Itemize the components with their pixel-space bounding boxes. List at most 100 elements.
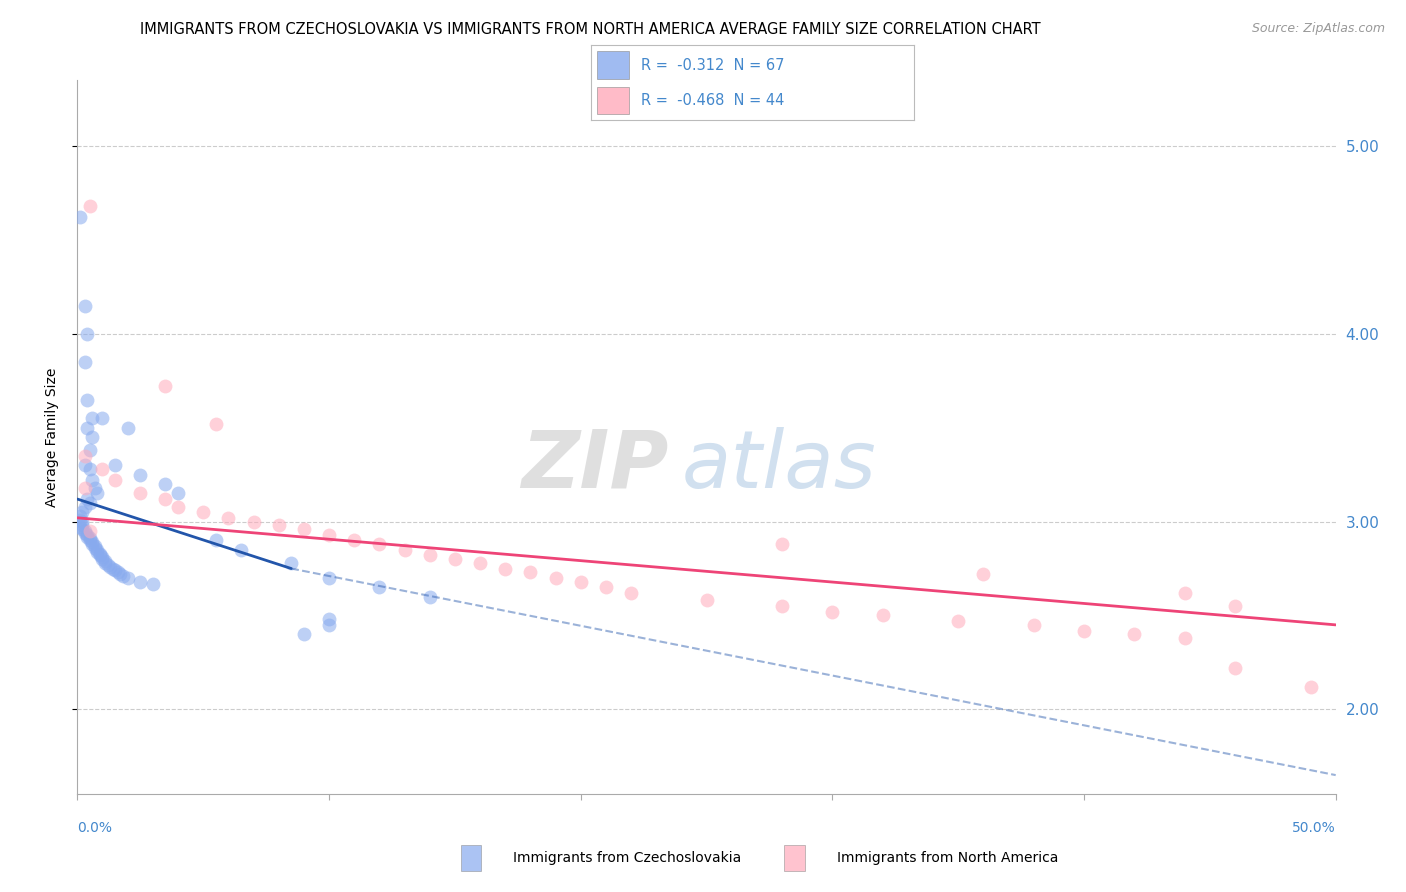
Point xyxy=(76,491,98,506)
FancyBboxPatch shape xyxy=(598,87,630,114)
Point xyxy=(519,566,541,580)
Point xyxy=(468,556,491,570)
Point xyxy=(94,554,117,568)
Point xyxy=(1123,627,1146,641)
Point xyxy=(620,586,643,600)
Point xyxy=(73,500,96,514)
Point xyxy=(280,556,302,570)
Point xyxy=(229,542,252,557)
Point xyxy=(129,467,152,482)
Point xyxy=(98,559,121,574)
Point xyxy=(419,590,441,604)
Point xyxy=(91,462,114,476)
Point xyxy=(76,392,98,407)
Point xyxy=(1174,586,1197,600)
Point xyxy=(79,532,101,546)
Point xyxy=(292,627,315,641)
Point xyxy=(76,326,98,341)
Point xyxy=(142,576,165,591)
Point xyxy=(117,420,139,434)
Text: R =  -0.312  N = 67: R = -0.312 N = 67 xyxy=(641,58,785,72)
Point xyxy=(419,549,441,563)
Point xyxy=(1299,680,1322,694)
Point xyxy=(155,477,177,491)
Point xyxy=(79,533,101,548)
Point xyxy=(101,561,124,575)
Point xyxy=(89,549,111,563)
Point xyxy=(111,569,134,583)
Point xyxy=(343,533,366,548)
Point xyxy=(73,449,96,463)
Point xyxy=(69,513,91,527)
Point xyxy=(292,522,315,536)
Point xyxy=(86,486,108,500)
Point xyxy=(569,574,592,589)
Point xyxy=(73,525,96,540)
Point xyxy=(72,515,94,529)
Point xyxy=(86,544,108,558)
Point xyxy=(73,458,96,473)
FancyBboxPatch shape xyxy=(598,52,630,78)
Text: Immigrants from Czechoslovakia: Immigrants from Czechoslovakia xyxy=(513,851,741,865)
Point xyxy=(94,556,117,570)
Point xyxy=(155,491,177,506)
Point xyxy=(948,614,970,628)
Point xyxy=(91,552,114,566)
Point xyxy=(84,539,107,553)
Y-axis label: Average Family Size: Average Family Size xyxy=(45,368,59,507)
Point xyxy=(494,561,516,575)
Point xyxy=(770,599,793,613)
Point xyxy=(79,524,101,538)
Point xyxy=(82,535,104,549)
Point xyxy=(318,612,340,626)
Point xyxy=(821,605,844,619)
Point xyxy=(79,462,101,476)
Point xyxy=(318,571,340,585)
Point xyxy=(107,566,129,580)
Point xyxy=(69,520,91,534)
Point xyxy=(73,524,96,538)
Text: ZIP: ZIP xyxy=(522,426,669,505)
Text: Source: ZipAtlas.com: Source: ZipAtlas.com xyxy=(1251,22,1385,36)
Point xyxy=(394,542,416,557)
Point xyxy=(444,552,467,566)
Point xyxy=(73,299,96,313)
Point xyxy=(79,496,101,510)
Point xyxy=(368,580,391,594)
Point xyxy=(69,211,91,225)
Point xyxy=(1174,631,1197,645)
Point xyxy=(91,550,114,565)
Point xyxy=(368,537,391,551)
Point xyxy=(82,537,104,551)
Text: Immigrants from North America: Immigrants from North America xyxy=(837,851,1057,865)
Point xyxy=(91,411,114,425)
Point xyxy=(104,458,127,473)
Point xyxy=(595,580,617,594)
Point xyxy=(129,486,152,500)
Point xyxy=(82,473,104,487)
Point xyxy=(1223,599,1246,613)
Point xyxy=(82,430,104,444)
Point xyxy=(267,518,290,533)
Point xyxy=(72,505,94,519)
Text: 50.0%: 50.0% xyxy=(1292,821,1336,835)
Point xyxy=(191,505,215,519)
Point xyxy=(76,420,98,434)
Point xyxy=(69,508,91,523)
Point xyxy=(104,563,127,577)
Point xyxy=(972,567,994,582)
Point xyxy=(73,481,96,495)
Point xyxy=(117,571,139,585)
Point xyxy=(129,574,152,589)
Point xyxy=(84,481,107,495)
Point xyxy=(108,567,131,582)
Text: IMMIGRANTS FROM CZECHOSLOVAKIA VS IMMIGRANTS FROM NORTH AMERICA AVERAGE FAMILY S: IMMIGRANTS FROM CZECHOSLOVAKIA VS IMMIGR… xyxy=(141,22,1040,37)
Text: atlas: atlas xyxy=(682,426,876,505)
Point xyxy=(544,571,567,585)
Point xyxy=(204,533,226,548)
Point xyxy=(204,417,226,431)
Point xyxy=(89,547,111,561)
Point xyxy=(104,473,127,487)
Point xyxy=(86,542,108,557)
Point xyxy=(217,511,239,525)
